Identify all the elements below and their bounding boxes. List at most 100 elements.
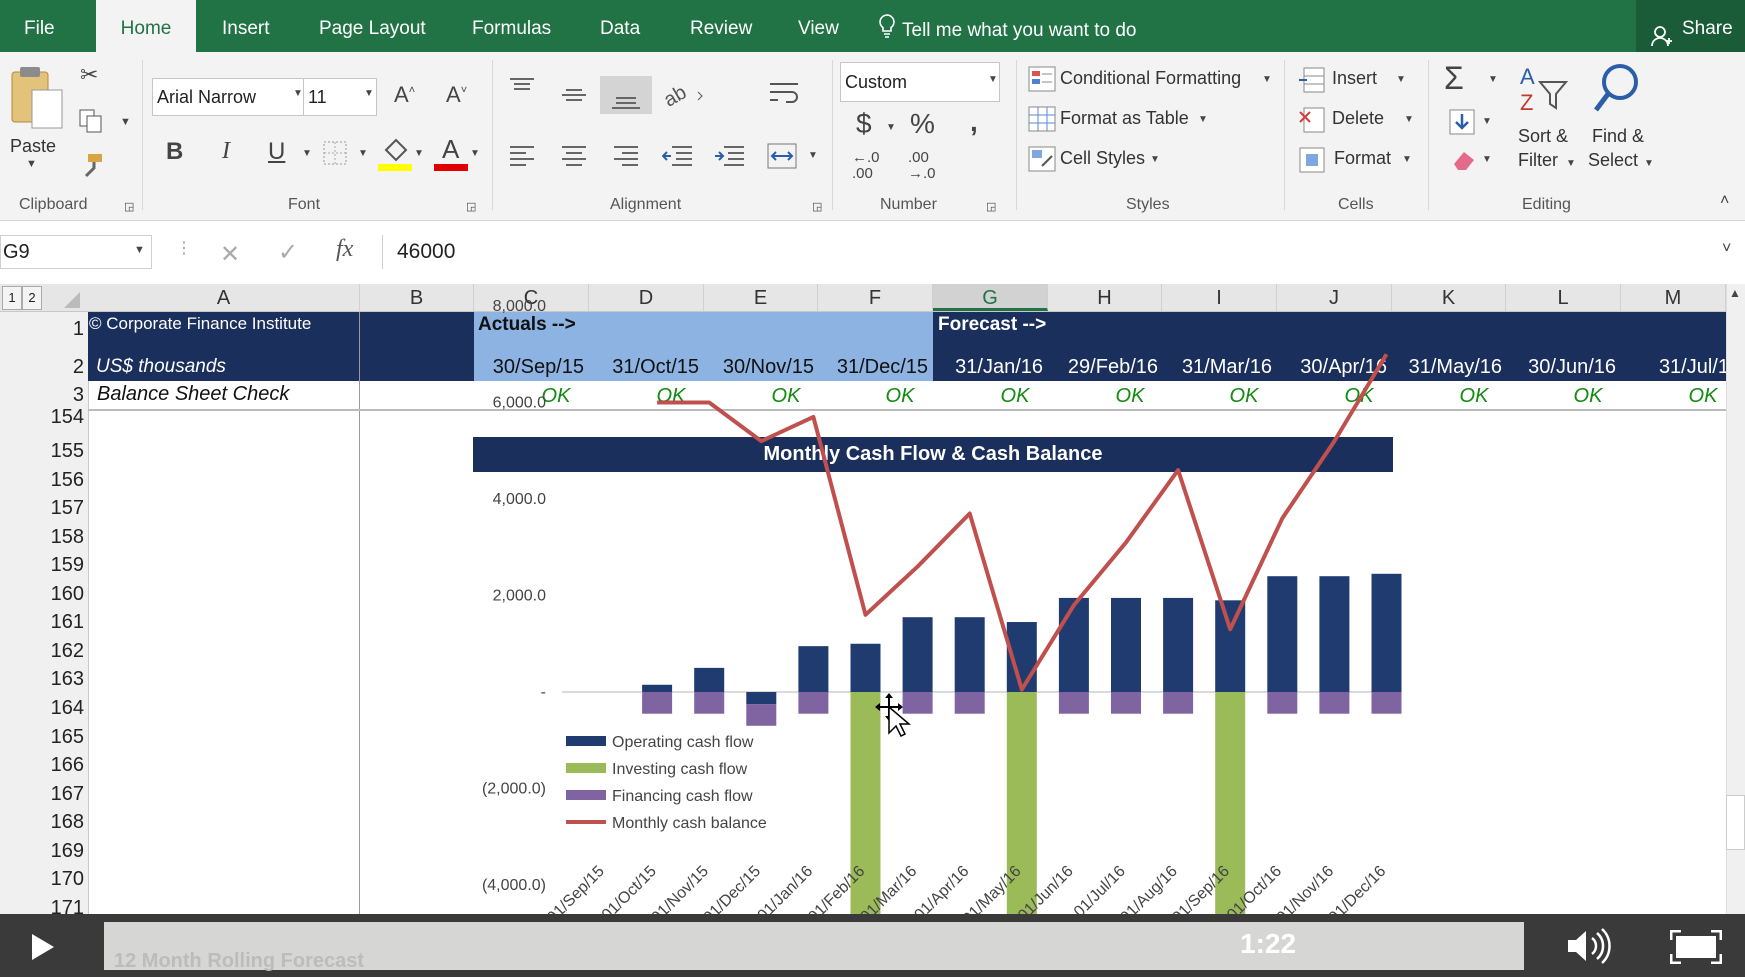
row-header[interactable]: 166 <box>50 754 84 776</box>
dialog-launcher-icon[interactable]: ◲ <box>466 201 477 213</box>
column-header-f[interactable]: F <box>818 284 933 311</box>
column-header-k[interactable]: K <box>1392 284 1506 311</box>
check-cell[interactable]: OK <box>1573 385 1603 407</box>
align-middle-icon[interactable] <box>560 86 588 111</box>
cut-icon[interactable]: ✂ <box>80 62 99 87</box>
column-header-h[interactable]: H <box>1048 284 1162 311</box>
copy-icon[interactable] <box>78 108 104 139</box>
check-cell[interactable]: OK <box>1115 385 1145 407</box>
tab-formulas[interactable]: Formulas <box>472 18 552 39</box>
row-header[interactable]: 2 <box>72 356 84 378</box>
column-header-e[interactable]: E <box>704 284 818 311</box>
chevron-down-icon[interactable]: ▼ <box>1404 114 1414 125</box>
tab-file[interactable]: File <box>24 18 55 39</box>
row-header[interactable]: 157 <box>50 497 84 519</box>
chevron-down-icon[interactable]: ▼ <box>1566 158 1576 169</box>
format-as-table-icon[interactable] <box>1028 106 1058 139</box>
row-header[interactable]: 169 <box>50 840 84 862</box>
date-cell[interactable]: 30/Nov/15 <box>722 356 814 378</box>
row-header[interactable]: 156 <box>50 469 84 491</box>
chevron-down-icon[interactable]: ▼ <box>808 150 818 161</box>
chevron-down-icon[interactable]: ▼ <box>120 116 131 128</box>
column-header-d[interactable]: D <box>589 284 704 311</box>
fill-color-icon[interactable] <box>378 136 412 177</box>
row-header[interactable]: 1 <box>72 318 84 340</box>
cell-c1-actuals[interactable]: Actuals --> <box>478 314 576 335</box>
row-header[interactable]: 162 <box>50 640 84 662</box>
row-header[interactable]: 170 <box>50 868 84 890</box>
row-header[interactable]: 159 <box>50 554 84 576</box>
tab-data[interactable]: Data <box>600 18 641 39</box>
date-cell[interactable]: 31/Jan/16 <box>955 356 1043 378</box>
delete-cells-icon[interactable] <box>1298 106 1326 139</box>
tab-insert[interactable]: Insert <box>222 18 270 39</box>
paste-icon[interactable] <box>8 64 66 137</box>
orientation-icon[interactable]: ab <box>660 78 706 115</box>
font-size-select[interactable]: 11 <box>303 78 377 116</box>
sort-filter-button-line2[interactable]: Filter <box>1518 150 1558 170</box>
check-cell[interactable]: OK <box>1229 385 1259 407</box>
chevron-down-icon[interactable]: ▼ <box>302 148 312 159</box>
format-cells-button[interactable]: Format <box>1334 148 1392 168</box>
column-header-a[interactable]: A <box>88 284 360 311</box>
video-progress-track[interactable] <box>104 922 1524 970</box>
column-header-m[interactable]: M <box>1621 284 1726 311</box>
check-cell[interactable]: OK <box>885 385 915 407</box>
tab-review[interactable]: Review <box>690 18 753 39</box>
autosum-icon[interactable]: Σ <box>1444 60 1464 96</box>
check-cell[interactable]: OK <box>771 385 801 407</box>
scroll-up-icon[interactable]: ▲ <box>1729 286 1741 300</box>
check-cell[interactable]: OK <box>1000 385 1030 407</box>
dialog-launcher-icon[interactable]: ◲ <box>124 201 135 213</box>
cancel-icon[interactable]: ✕ <box>220 241 241 268</box>
wrap-text-icon[interactable] <box>766 78 802 115</box>
sort-filter-button[interactable]: Sort & <box>1518 126 1569 146</box>
column-header-c[interactable]: C <box>474 284 589 311</box>
row-header[interactable]: 165 <box>50 726 84 748</box>
cell-styles-icon[interactable] <box>1028 146 1058 179</box>
fill-down-icon[interactable] <box>1448 108 1476 141</box>
select-all-icon[interactable] <box>62 290 82 315</box>
chevron-down-icon[interactable]: ▼ <box>1262 74 1272 85</box>
paste-button[interactable]: Paste <box>10 136 57 156</box>
column-header-l[interactable]: L <box>1506 284 1621 311</box>
row-header[interactable]: 164 <box>50 697 84 719</box>
decrease-font-size-icon[interactable]: A˅ <box>446 82 468 107</box>
borders-icon[interactable] <box>322 140 348 171</box>
align-center-icon[interactable] <box>560 144 588 173</box>
conditional-formatting-button[interactable]: Conditional Formatting <box>1060 68 1242 88</box>
date-cell[interactable]: 31/Jul/1 <box>1658 356 1729 378</box>
column-header-j[interactable]: J <box>1277 284 1392 311</box>
formula-input[interactable]: 46000 <box>382 235 1737 269</box>
chevron-down-icon[interactable]: ▼ <box>1198 114 1208 125</box>
chevron-down-icon[interactable]: ▼ <box>1644 158 1654 169</box>
date-cell[interactable]: 31/Oct/15 <box>612 356 699 378</box>
row-header[interactable]: 158 <box>50 526 84 548</box>
check-cell[interactable]: OK <box>1688 385 1718 407</box>
insert-cells-icon[interactable] <box>1298 66 1326 99</box>
row-header[interactable]: 160 <box>50 583 84 605</box>
number-format-select[interactable]: Custom <box>840 62 1000 102</box>
row-header[interactable]: 167 <box>50 783 84 805</box>
date-cell[interactable]: 30/Apr/16 <box>1300 356 1387 378</box>
chevron-down-icon[interactable]: ▼ <box>886 122 896 133</box>
share-button[interactable]: Share <box>1636 0 1745 52</box>
dialog-launcher-icon[interactable]: ◲ <box>986 201 997 213</box>
column-header-i[interactable]: I <box>1162 284 1277 311</box>
align-top-icon[interactable] <box>508 76 536 101</box>
name-box[interactable]: G9 <box>0 235 152 269</box>
chevron-down-icon[interactable]: ▼ <box>1396 74 1406 85</box>
dialog-launcher-icon[interactable]: ◲ <box>812 201 823 213</box>
tab-view[interactable]: View <box>798 18 839 39</box>
comma-button[interactable]: , <box>970 106 978 137</box>
check-cell[interactable]: OK <box>656 385 686 407</box>
play-icon[interactable] <box>30 932 56 967</box>
date-cell[interactable]: 30/Jun/16 <box>1528 356 1616 378</box>
chevron-down-icon[interactable]: ▼ <box>1150 154 1160 165</box>
check-cell[interactable]: OK <box>541 385 571 407</box>
increase-decimal-button[interactable]: ←.0 .00 <box>852 149 880 182</box>
format-painter-icon[interactable] <box>80 152 106 183</box>
find-select-icon[interactable] <box>1592 62 1640 123</box>
increase-font-size-icon[interactable]: A˄ <box>394 82 416 107</box>
